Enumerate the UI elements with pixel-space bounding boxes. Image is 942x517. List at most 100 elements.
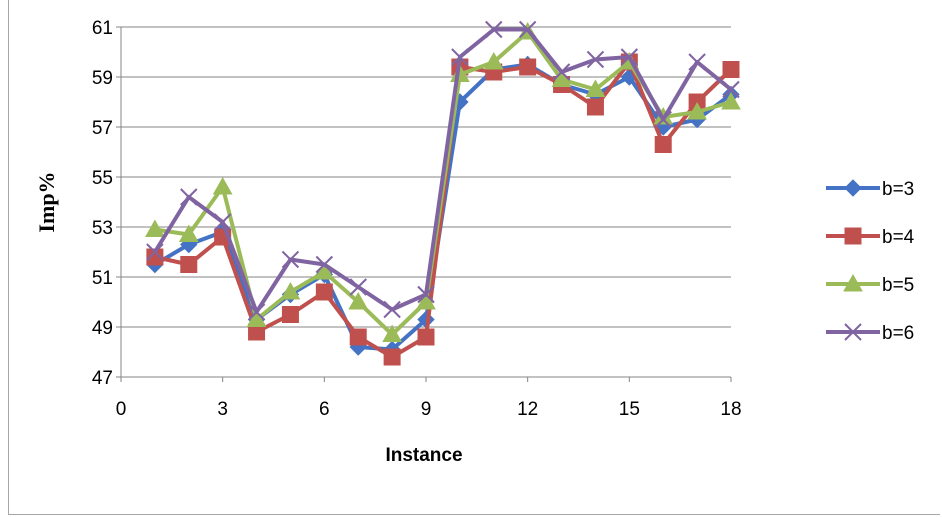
data-point	[349, 328, 367, 346]
data-point-stroke	[281, 250, 300, 269]
data-point	[348, 291, 369, 310]
legend-label: b=5	[882, 275, 914, 296]
data-point-stroke	[315, 255, 334, 274]
data-point	[585, 79, 606, 97]
data-point	[844, 227, 862, 245]
data-point	[483, 51, 504, 70]
data-point	[145, 219, 165, 237]
y-axis-label: Imp%	[34, 171, 59, 232]
data-point	[721, 91, 741, 110]
data-point	[688, 53, 706, 71]
data-point	[586, 50, 605, 69]
data-point-stroke	[552, 63, 571, 81]
data-point-stroke	[213, 213, 232, 231]
x-tick-label: 15	[619, 399, 640, 420]
series-b=4	[146, 53, 740, 366]
x-tick-label: 12	[517, 399, 538, 420]
data-point-stroke	[586, 50, 605, 69]
data-point	[213, 213, 232, 231]
x-tick-label: 0	[116, 399, 127, 420]
data-point	[315, 283, 333, 301]
data-point-stroke	[417, 285, 435, 304]
data-point	[417, 328, 435, 346]
data-point	[844, 179, 862, 197]
data-point	[180, 188, 198, 206]
legend-item: b=4	[826, 227, 915, 248]
data-point-stroke	[518, 20, 537, 39]
x-tick-label: 18	[720, 399, 741, 420]
data-point	[314, 261, 335, 280]
data-point	[654, 110, 672, 129]
data-point	[722, 80, 740, 99]
data-point	[552, 63, 571, 81]
series-line	[154, 60, 733, 359]
data-point-stroke	[654, 110, 672, 129]
data-point	[620, 48, 639, 66]
data-point	[280, 281, 301, 300]
data-point	[281, 306, 299, 323]
data-point	[451, 48, 469, 66]
data-point	[843, 273, 863, 292]
data-point	[416, 291, 436, 310]
y-tick-label: 47	[92, 368, 113, 389]
data-point	[383, 348, 401, 366]
data-point	[146, 243, 164, 261]
axes	[116, 26, 732, 382]
data-point-stroke	[383, 300, 401, 319]
legend-item: b=3	[826, 179, 914, 200]
data-point	[586, 98, 604, 116]
series-b=6	[146, 20, 740, 321]
data-point	[551, 69, 572, 87]
data-point	[518, 20, 537, 39]
legend-label: b=3	[882, 179, 914, 200]
series-line	[153, 27, 733, 314]
legend-label: b=4	[882, 227, 915, 248]
y-tick-label: 49	[92, 318, 113, 339]
y-tick-label: 57	[92, 118, 113, 139]
data-point	[212, 176, 233, 195]
chart-frame	[8, 0, 940, 515]
data-point-stroke	[485, 20, 503, 39]
data-point-stroke	[180, 188, 198, 206]
data-point	[654, 136, 672, 153]
legend: b=3 b=4 b=5 b=6	[826, 179, 915, 344]
legend-label: b=6	[882, 323, 914, 344]
x-tick-label: 6	[319, 399, 330, 420]
data-point-stroke	[146, 243, 164, 261]
data-point	[383, 300, 401, 319]
legend-item: b=5	[826, 273, 914, 296]
data-point	[247, 303, 266, 321]
data-point-stroke	[688, 53, 706, 71]
y-tick-label: 53	[92, 218, 113, 239]
y-tick-label: 61	[92, 18, 113, 39]
x-tick-label: 9	[421, 399, 432, 420]
data-point-stroke	[844, 323, 862, 341]
x-tick-labels: 0 3 6 9 12 15 18	[116, 399, 742, 420]
y-tick-labels: 47 49 51 53 55 57 59 61	[92, 18, 113, 389]
data-point	[417, 285, 435, 304]
data-point-stroke	[620, 48, 639, 66]
data-point	[281, 250, 300, 269]
x-axis-label: Instance	[385, 445, 462, 466]
data-point	[178, 224, 199, 242]
data-point	[687, 101, 707, 120]
data-point-stroke	[722, 80, 740, 99]
data-point-stroke	[247, 303, 266, 321]
data-point	[844, 323, 862, 341]
y-tick-label: 55	[92, 168, 113, 189]
data-point	[349, 278, 367, 296]
y-tick-label: 59	[92, 68, 113, 89]
data-point	[519, 58, 537, 76]
data-point	[382, 324, 402, 342]
data-point	[485, 20, 503, 39]
data-point	[180, 256, 198, 273]
legend-item: b=6	[826, 323, 914, 344]
x-tick-label: 3	[217, 399, 228, 420]
data-point	[246, 309, 267, 327]
y-tick-label: 51	[92, 268, 113, 289]
data-point	[722, 61, 740, 78]
data-point-stroke	[349, 278, 367, 296]
data-point	[315, 255, 334, 274]
data-point-stroke	[451, 48, 469, 66]
